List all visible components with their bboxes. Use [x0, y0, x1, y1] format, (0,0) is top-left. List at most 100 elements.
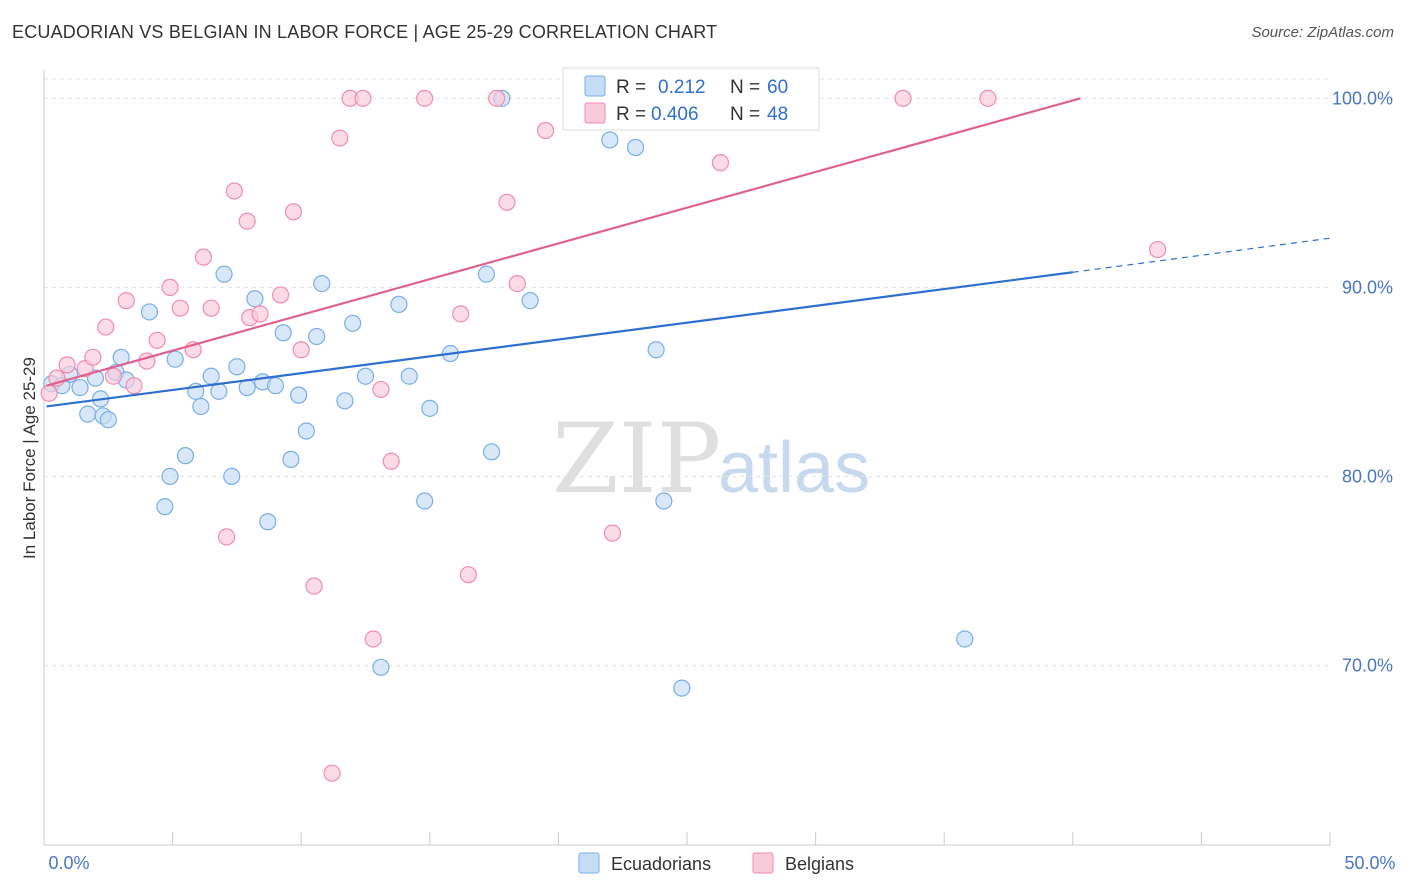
- belgians-point-30: [372, 380, 390, 399]
- belgians-point-28: [354, 89, 372, 107]
- legend-r-value-belgians: 0.406: [651, 104, 699, 125]
- y-tick-label-90: 90.0%: [1342, 277, 1393, 297]
- belgians-point-17: [225, 182, 243, 200]
- ecuadorians-point-40: [400, 367, 418, 385]
- ecuadorians-point-15: [166, 350, 184, 368]
- watermark-zip: ZIP: [552, 403, 721, 515]
- belgians-point-8: [125, 377, 143, 395]
- ecuadorians-point-45: [482, 443, 501, 461]
- ecuadorians-point-35: [336, 392, 354, 410]
- belgians-point-45: [894, 89, 912, 107]
- ecuadorians-trend-extension: [1072, 237, 1331, 273]
- belgians-point-35: [488, 89, 506, 107]
- belgians-point-20: [251, 305, 269, 323]
- trend-lines: [46, 97, 1331, 408]
- legend-r-label-ecuadorians: R =: [616, 77, 646, 98]
- belgians-point-10: [148, 331, 166, 349]
- stats-legend-box: [562, 67, 820, 131]
- ecuadorians-point-27: [259, 513, 277, 531]
- belgians-point-11: [161, 278, 179, 296]
- data-points: [40, 89, 1167, 782]
- belgians-point-6: [104, 367, 123, 385]
- ecuadorians-point-29: [274, 324, 292, 342]
- belgians-point-31: [382, 452, 400, 470]
- belgians-point-18: [238, 212, 256, 230]
- y-tick-label-80: 80.0%: [1342, 466, 1393, 486]
- belgians-point-36: [498, 193, 516, 211]
- ecuadorians-point-49: [601, 131, 619, 149]
- belgians-point-0: [40, 384, 58, 402]
- x-ticks: [172, 832, 1331, 845]
- belgians-point-39: [603, 524, 622, 542]
- ecuadorians-point-47: [521, 292, 539, 310]
- ecuadorians-point-38: [372, 658, 390, 676]
- belgians-point-2: [58, 356, 76, 374]
- belgians-point-23: [292, 341, 310, 359]
- ecuadorians-point-39: [390, 295, 408, 313]
- watermark-atlas: atlas: [718, 428, 870, 508]
- y-axis-title: In Labor Force | Age 25-29: [20, 357, 39, 559]
- belgians-point-32: [416, 89, 434, 107]
- stats-legend: R = 0.212 N = 60 R = 0.406 N = 48: [562, 67, 820, 131]
- series-belgians: [40, 89, 1167, 782]
- legend-r-value-ecuadorians: 0.212: [658, 77, 706, 98]
- series-legend-swatch-ecuadorians: [578, 852, 600, 874]
- belgians-point-12: [171, 299, 189, 317]
- legend-n-label-ecuadorians: N =: [730, 77, 760, 98]
- series-legend-swatch-belgians: [752, 852, 774, 874]
- y-tick-label-100: 100.0%: [1332, 88, 1393, 108]
- ecuadorians-point-12: [140, 303, 159, 321]
- belgians-point-37: [508, 274, 526, 293]
- ecuadorians-point-25: [246, 290, 264, 308]
- belgians-point-14: [194, 248, 213, 266]
- x-tick-label-max: 50.0%: [1344, 853, 1395, 873]
- legend-r-label-belgians: R =: [616, 104, 646, 125]
- ecuadorians-point-21: [215, 265, 233, 283]
- ecuadorians-point-31: [290, 386, 308, 404]
- ecuadorians-point-52: [647, 341, 665, 359]
- belgians-point-33: [452, 305, 470, 323]
- ecuadorians-point-16: [176, 447, 195, 465]
- ecuadorians-point-33: [308, 327, 326, 346]
- ecuadorians-point-4: [79, 405, 97, 423]
- ecuadorians-point-19: [202, 367, 220, 385]
- ecuadorians-point-18: [192, 397, 210, 416]
- ecuadorians-point-56: [956, 630, 974, 648]
- ecuadorians-point-23: [228, 358, 246, 376]
- belgians-point-42: [711, 154, 730, 172]
- x-tick-label-min: 0.0%: [48, 853, 89, 873]
- belgians-point-47: [1149, 240, 1167, 259]
- belgians-trend-line: [46, 97, 1081, 387]
- belgians-point-26: [331, 129, 349, 147]
- series-legend-label-ecuadorians: Ecuadorians: [611, 854, 711, 874]
- ecuadorians-point-22: [223, 467, 241, 486]
- belgians-point-21: [272, 286, 290, 304]
- belgians-point-46: [979, 89, 997, 107]
- ecuadorians-point-41: [416, 492, 434, 510]
- belgians-point-25: [323, 764, 341, 782]
- legend-n-label-belgians: N =: [730, 104, 760, 125]
- ecuadorians-point-42: [421, 399, 439, 417]
- belgians-point-7: [117, 292, 135, 310]
- ecuadorians-point-36: [344, 314, 362, 332]
- belgians-point-38: [536, 121, 555, 140]
- legend-n-value-ecuadorians: 60: [767, 77, 788, 98]
- ecuadorians-point-44: [477, 265, 495, 283]
- ecuadorians-point-13: [156, 498, 174, 516]
- belgians-point-16: [218, 528, 236, 546]
- legend-swatch-ecuadorians: [584, 75, 606, 97]
- y-tick-label-70: 70.0%: [1342, 655, 1393, 675]
- legend-swatch-belgians: [584, 102, 606, 124]
- ecuadorians-point-14: [161, 467, 179, 486]
- ecuadorians-point-34: [313, 274, 331, 293]
- belgians-point-24: [305, 577, 323, 595]
- y-tick-labels: 70.0% 80.0% 90.0% 100.0%: [1332, 88, 1393, 675]
- chart-title: ECUADORIAN VS BELGIAN IN LABOR FORCE | A…: [12, 22, 718, 42]
- source-credit: Source: ZipAtlas.com: [1251, 24, 1394, 41]
- series-legend-label-belgians: Belgians: [785, 854, 854, 874]
- belgians-point-4: [84, 348, 102, 366]
- legend-n-value-belgians: 48: [767, 104, 788, 125]
- ecuadorians-point-8: [99, 411, 117, 429]
- series-ecuadorians: [43, 89, 974, 697]
